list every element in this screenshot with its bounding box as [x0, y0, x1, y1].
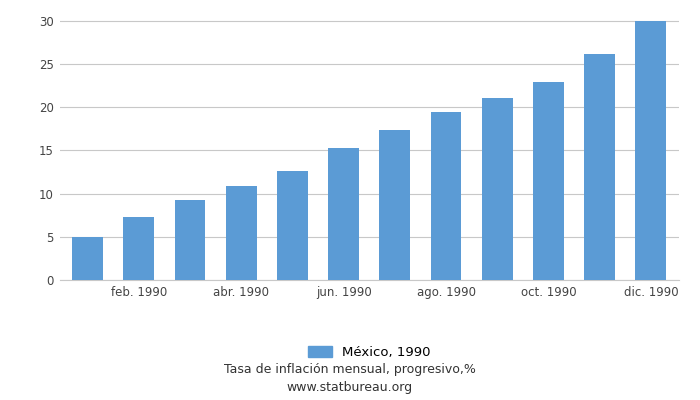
Bar: [277, 171, 308, 280]
Bar: [584, 54, 615, 280]
Bar: [482, 98, 512, 280]
Bar: [636, 21, 666, 280]
Bar: [72, 237, 103, 280]
Bar: [123, 217, 154, 280]
Text: Tasa de inflación mensual, progresivo,%: Tasa de inflación mensual, progresivo,%: [224, 364, 476, 376]
Legend: México, 1990: México, 1990: [308, 346, 430, 359]
Bar: [430, 112, 461, 280]
Bar: [379, 130, 410, 280]
Text: www.statbureau.org: www.statbureau.org: [287, 382, 413, 394]
Bar: [328, 148, 359, 280]
Bar: [175, 200, 205, 280]
Bar: [533, 82, 564, 280]
Bar: [226, 186, 257, 280]
